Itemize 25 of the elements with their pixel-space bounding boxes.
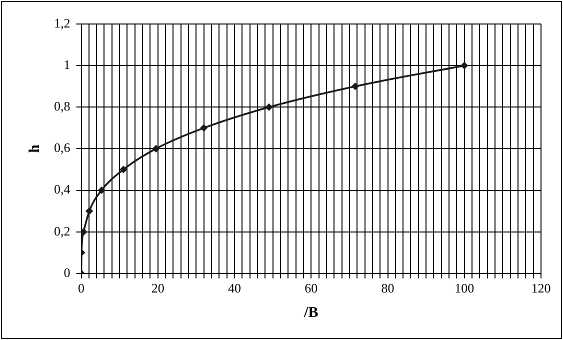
- x-tick-label: 60: [304, 280, 318, 296]
- point: [86, 208, 93, 214]
- point: [352, 82, 359, 90]
- x-axis-title: /B: [303, 304, 318, 321]
- point: [98, 186, 105, 194]
- point: [120, 166, 127, 173]
- y-tick-label: 1: [64, 56, 70, 72]
- y-tick-label: 0: [64, 264, 70, 280]
- point: [200, 124, 208, 132]
- x-tick-label: 20: [151, 280, 164, 296]
- point: [460, 62, 468, 69]
- y-tick-label: 0,8: [54, 98, 70, 114]
- x-tick-label: 0: [78, 280, 84, 296]
- y-tick-label: 0,6: [54, 140, 71, 156]
- y-tick-label: 0,2: [54, 223, 70, 238]
- point: [152, 145, 160, 152]
- point: [266, 104, 272, 111]
- point: [81, 228, 87, 236]
- x-tick-label: 100: [454, 280, 474, 296]
- x-tick-label: 120: [531, 280, 551, 296]
- x-tick-label: 40: [228, 280, 241, 296]
- y-tick-label: 0,4: [54, 182, 71, 197]
- y-axis-title: h: [26, 144, 43, 153]
- x-tick-label: 80: [381, 280, 394, 296]
- y-tick-label: 1,2: [54, 15, 70, 30]
